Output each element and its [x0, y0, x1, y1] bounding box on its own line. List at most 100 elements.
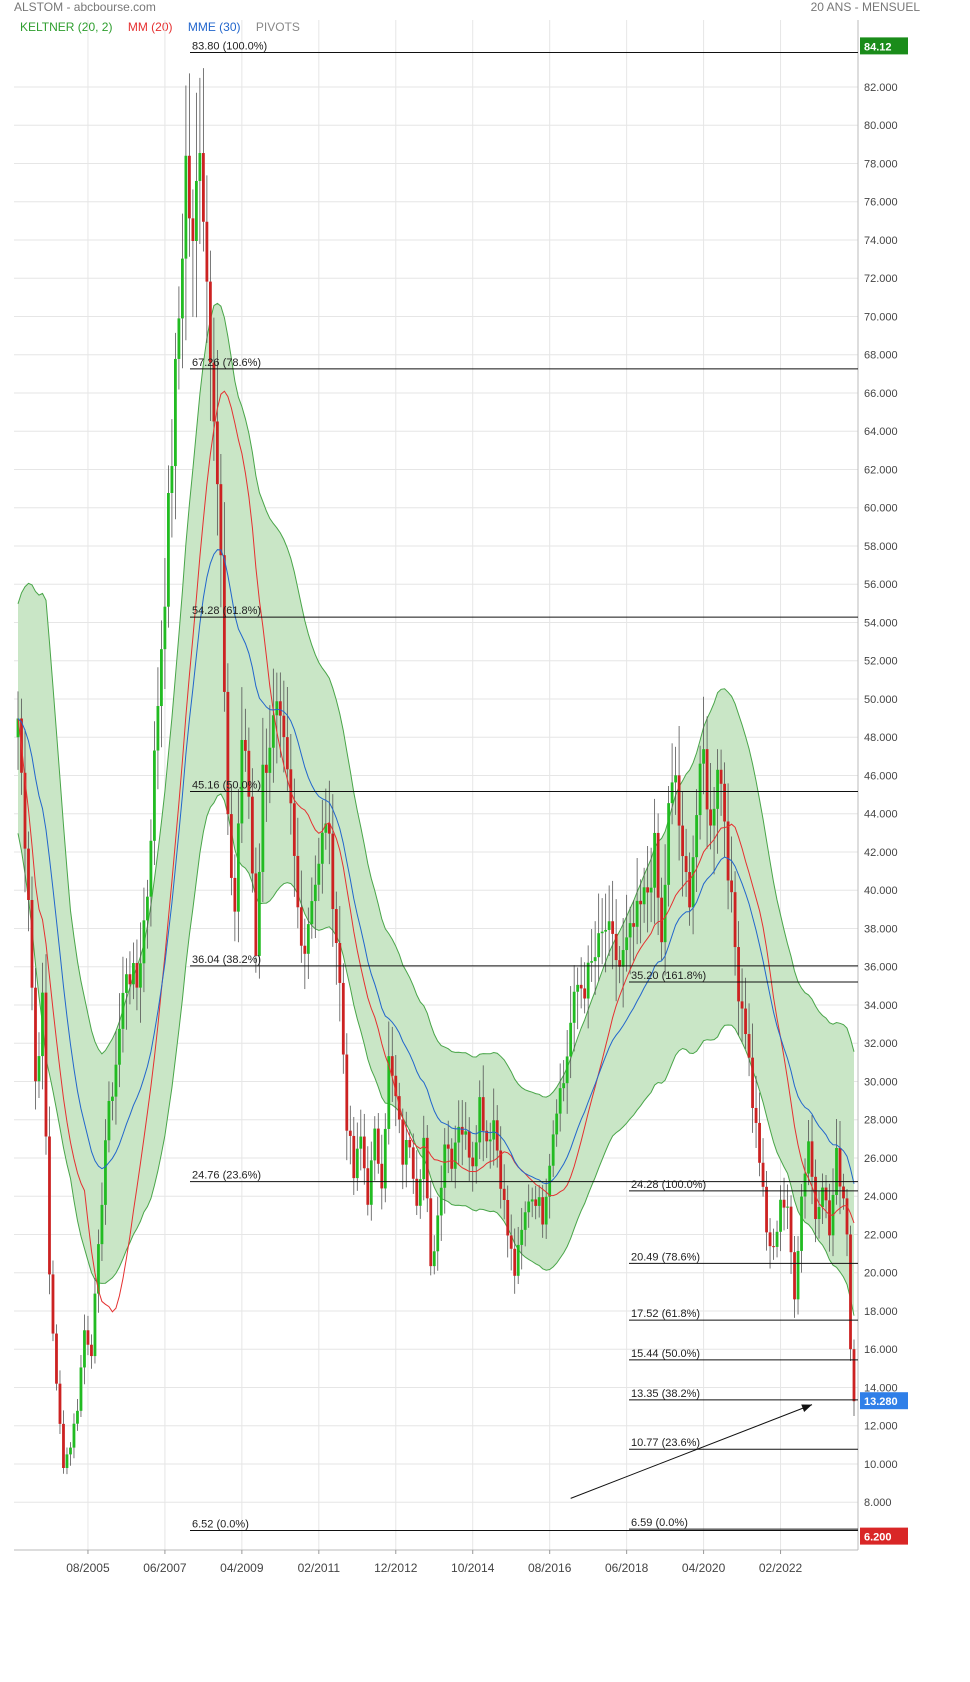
y-tick-label: 30.000	[864, 1076, 898, 1088]
candle-down	[709, 809, 712, 826]
candle-up	[488, 1139, 492, 1142]
candle-up	[156, 706, 160, 751]
candle-down	[677, 775, 681, 826]
candle-down	[789, 1206, 793, 1253]
y-tick-label: 82.000	[864, 82, 898, 94]
y-tick-label: 26.000	[864, 1153, 898, 1165]
top-value-label: 84.12	[864, 41, 892, 53]
candle-down	[62, 1423, 65, 1468]
candle-up	[565, 1056, 569, 1084]
candle-down	[334, 909, 338, 944]
candle-up	[817, 1207, 821, 1220]
candle-up	[537, 1197, 541, 1206]
candle-down	[446, 1144, 450, 1149]
candle-down	[48, 1136, 51, 1275]
y-tick-label: 18.000	[864, 1306, 898, 1318]
candle-down	[51, 1274, 55, 1334]
y-tick-label: 24.000	[864, 1191, 898, 1203]
candle-down	[782, 1199, 786, 1208]
candle-down	[303, 945, 307, 954]
candle-down	[191, 218, 195, 241]
candle-up	[604, 929, 608, 932]
candle-down	[688, 872, 691, 908]
legend-mme[interactable]: MME (30)	[187, 20, 241, 34]
legend-pivots[interactable]: PIVOTS	[255, 20, 300, 34]
candle-up	[313, 884, 317, 902]
candle-up	[807, 1141, 810, 1174]
candle-down	[646, 887, 650, 893]
candle-up	[478, 1097, 482, 1143]
candle-up	[716, 769, 719, 809]
candle-up	[163, 606, 167, 650]
legend-mm[interactable]: MM (20)	[127, 20, 173, 34]
candle-down	[415, 1178, 419, 1206]
candle-up	[569, 1022, 573, 1057]
candle-up	[383, 1128, 387, 1189]
y-tick-label: 40.000	[864, 885, 898, 897]
candle-down	[128, 974, 132, 985]
candle-up	[146, 896, 149, 921]
candle-down	[348, 1130, 352, 1136]
y-tick-label: 52.000	[864, 656, 898, 668]
candle-down	[390, 1056, 394, 1076]
arrow-shaft	[570, 1404, 813, 1499]
candle-up	[97, 1244, 100, 1294]
candle-up	[142, 920, 146, 964]
y-tick-label: 46.000	[864, 770, 898, 782]
moving-averages	[17, 390, 855, 1313]
candle-up	[691, 857, 695, 908]
legend-keltner[interactable]: KELTNER (20, 2)	[20, 20, 113, 34]
candle-down	[352, 1135, 356, 1179]
candle-up	[775, 1231, 779, 1247]
candle-down	[723, 783, 726, 822]
candle-down	[30, 899, 34, 988]
candle-up	[667, 803, 671, 885]
candle-up	[170, 466, 174, 493]
candle-down	[849, 1234, 852, 1350]
candle-up	[387, 1056, 391, 1129]
y-tick-label: 48.000	[864, 732, 898, 744]
candle-up	[369, 1160, 373, 1205]
candle-up	[439, 1187, 443, 1216]
candle-down	[226, 691, 230, 815]
candle-up	[355, 1148, 359, 1179]
chart-period: 20 ANS - MENSUEL	[810, 0, 920, 14]
candle-up	[107, 1100, 111, 1141]
candle-down	[761, 1162, 765, 1187]
bottom-value-label-bg	[860, 1527, 908, 1545]
candle-up	[79, 1367, 83, 1411]
candle-down	[828, 1200, 831, 1236]
candle-down	[212, 362, 216, 422]
y-tick-label: 32.000	[864, 1038, 898, 1050]
candle-down	[618, 960, 622, 967]
candle-up	[712, 808, 716, 826]
y-tick-label: 66.000	[864, 388, 898, 400]
y-tick-label: 68.000	[864, 350, 898, 362]
candle-up	[125, 974, 128, 993]
candle-up	[359, 1136, 363, 1149]
x-tick-label: 06/2018	[605, 1561, 649, 1575]
y-tick-label: 14.000	[864, 1382, 898, 1394]
candle-up	[653, 832, 657, 888]
candle-down	[327, 823, 331, 834]
candle-up	[76, 1410, 79, 1424]
candle-up	[674, 775, 678, 783]
candle-up	[520, 1229, 524, 1245]
candle-down	[215, 421, 219, 485]
candle-down	[264, 764, 268, 773]
candle-down	[467, 1131, 471, 1158]
fib-right-label: 20.49 (78.6%)	[631, 1251, 700, 1263]
candle-down	[810, 1141, 814, 1177]
candle-up	[436, 1215, 440, 1252]
candle-down	[292, 803, 296, 856]
candle-up	[194, 180, 198, 241]
candle-down	[541, 1197, 545, 1225]
candle-up	[37, 1056, 41, 1082]
y-tick-label: 44.000	[864, 809, 898, 821]
candle-down	[411, 1147, 415, 1179]
candle-up	[600, 931, 604, 934]
candle-down	[331, 833, 335, 910]
candle-up	[432, 1251, 436, 1267]
candle-down	[747, 1034, 751, 1058]
